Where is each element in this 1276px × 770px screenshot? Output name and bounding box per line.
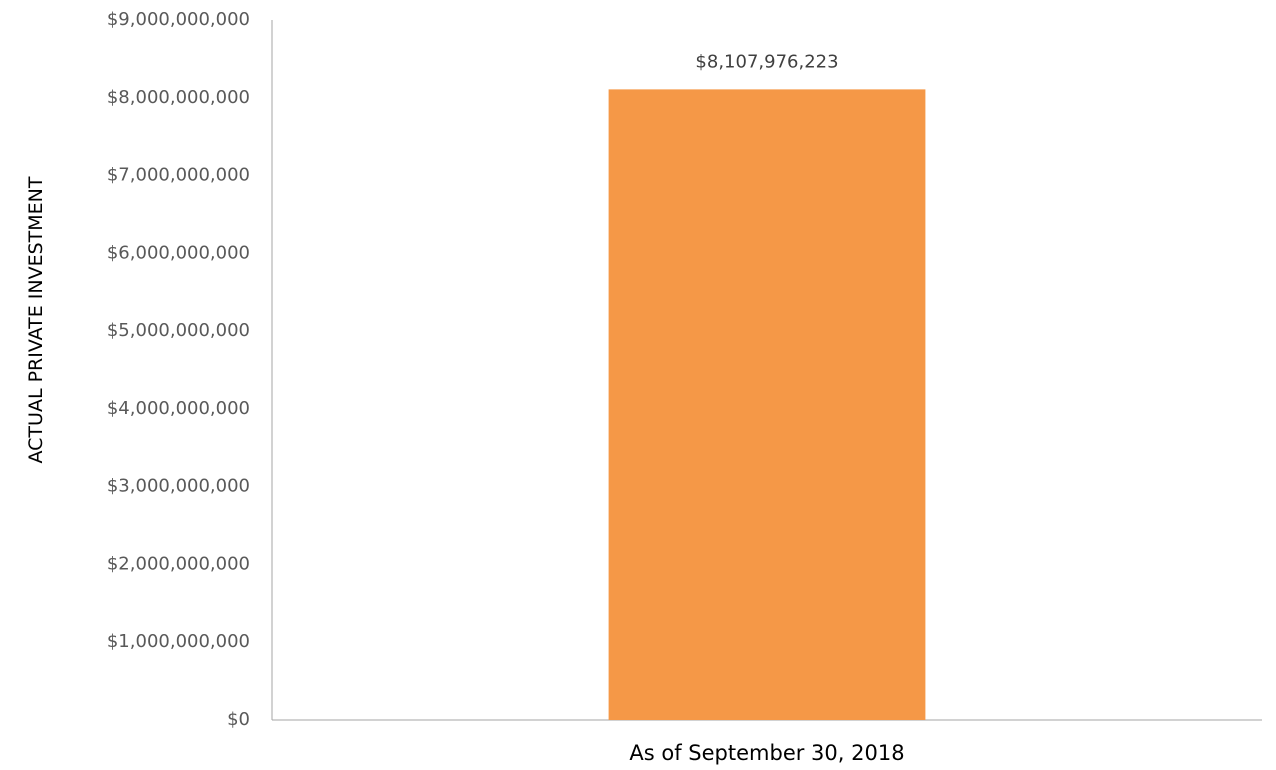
y-tick-label: $9,000,000,000	[107, 9, 250, 30]
y-tick-label: $5,000,000,000	[107, 320, 250, 341]
bars: $8,107,976,223	[608, 51, 926, 720]
y-tick-label: $4,000,000,000	[107, 398, 250, 419]
y-tick-label: $6,000,000,000	[107, 242, 250, 263]
bar-data-label: $8,107,976,223	[695, 51, 838, 72]
x-tick-label: As of September 30, 2018	[629, 741, 904, 765]
y-axis-label: ACTUAL PRIVATE INVESTMENT	[25, 176, 47, 463]
y-tick-label: $8,000,000,000	[107, 87, 250, 108]
y-tick-label: $0	[227, 709, 250, 730]
y-tick-label: $3,000,000,000	[107, 476, 250, 497]
x-axis-ticks: As of September 30, 2018	[629, 741, 904, 765]
bar	[608, 89, 926, 720]
y-tick-label: $2,000,000,000	[107, 553, 250, 574]
y-tick-label: $7,000,000,000	[107, 165, 250, 186]
y-tick-label: $1,000,000,000	[107, 631, 250, 652]
y-axis-ticks: $0 $1,000,000,000 $2,000,000,000 $3,000,000…	[107, 9, 250, 730]
